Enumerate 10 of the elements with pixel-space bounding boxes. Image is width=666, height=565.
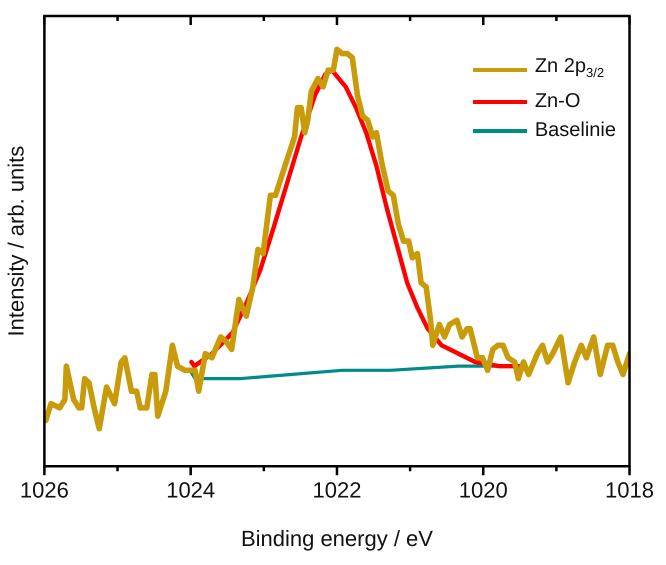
x-tick-label: 1020	[458, 477, 508, 502]
legend-label: Zn-O	[534, 89, 580, 114]
y-axis-title: Intensity / arb. units	[3, 146, 28, 336]
x-tick-label: 1022	[312, 477, 362, 502]
x-tick-label: 1018	[605, 477, 654, 502]
x-axis-title: Binding energy / eV	[240, 526, 434, 551]
x-tick-label: 1026	[20, 477, 69, 502]
legend-label: Zn 2p$_{3/2}$	[534, 54, 604, 82]
legend-label: Baselinie	[534, 118, 616, 143]
x-tick-label: 1024	[166, 477, 216, 502]
